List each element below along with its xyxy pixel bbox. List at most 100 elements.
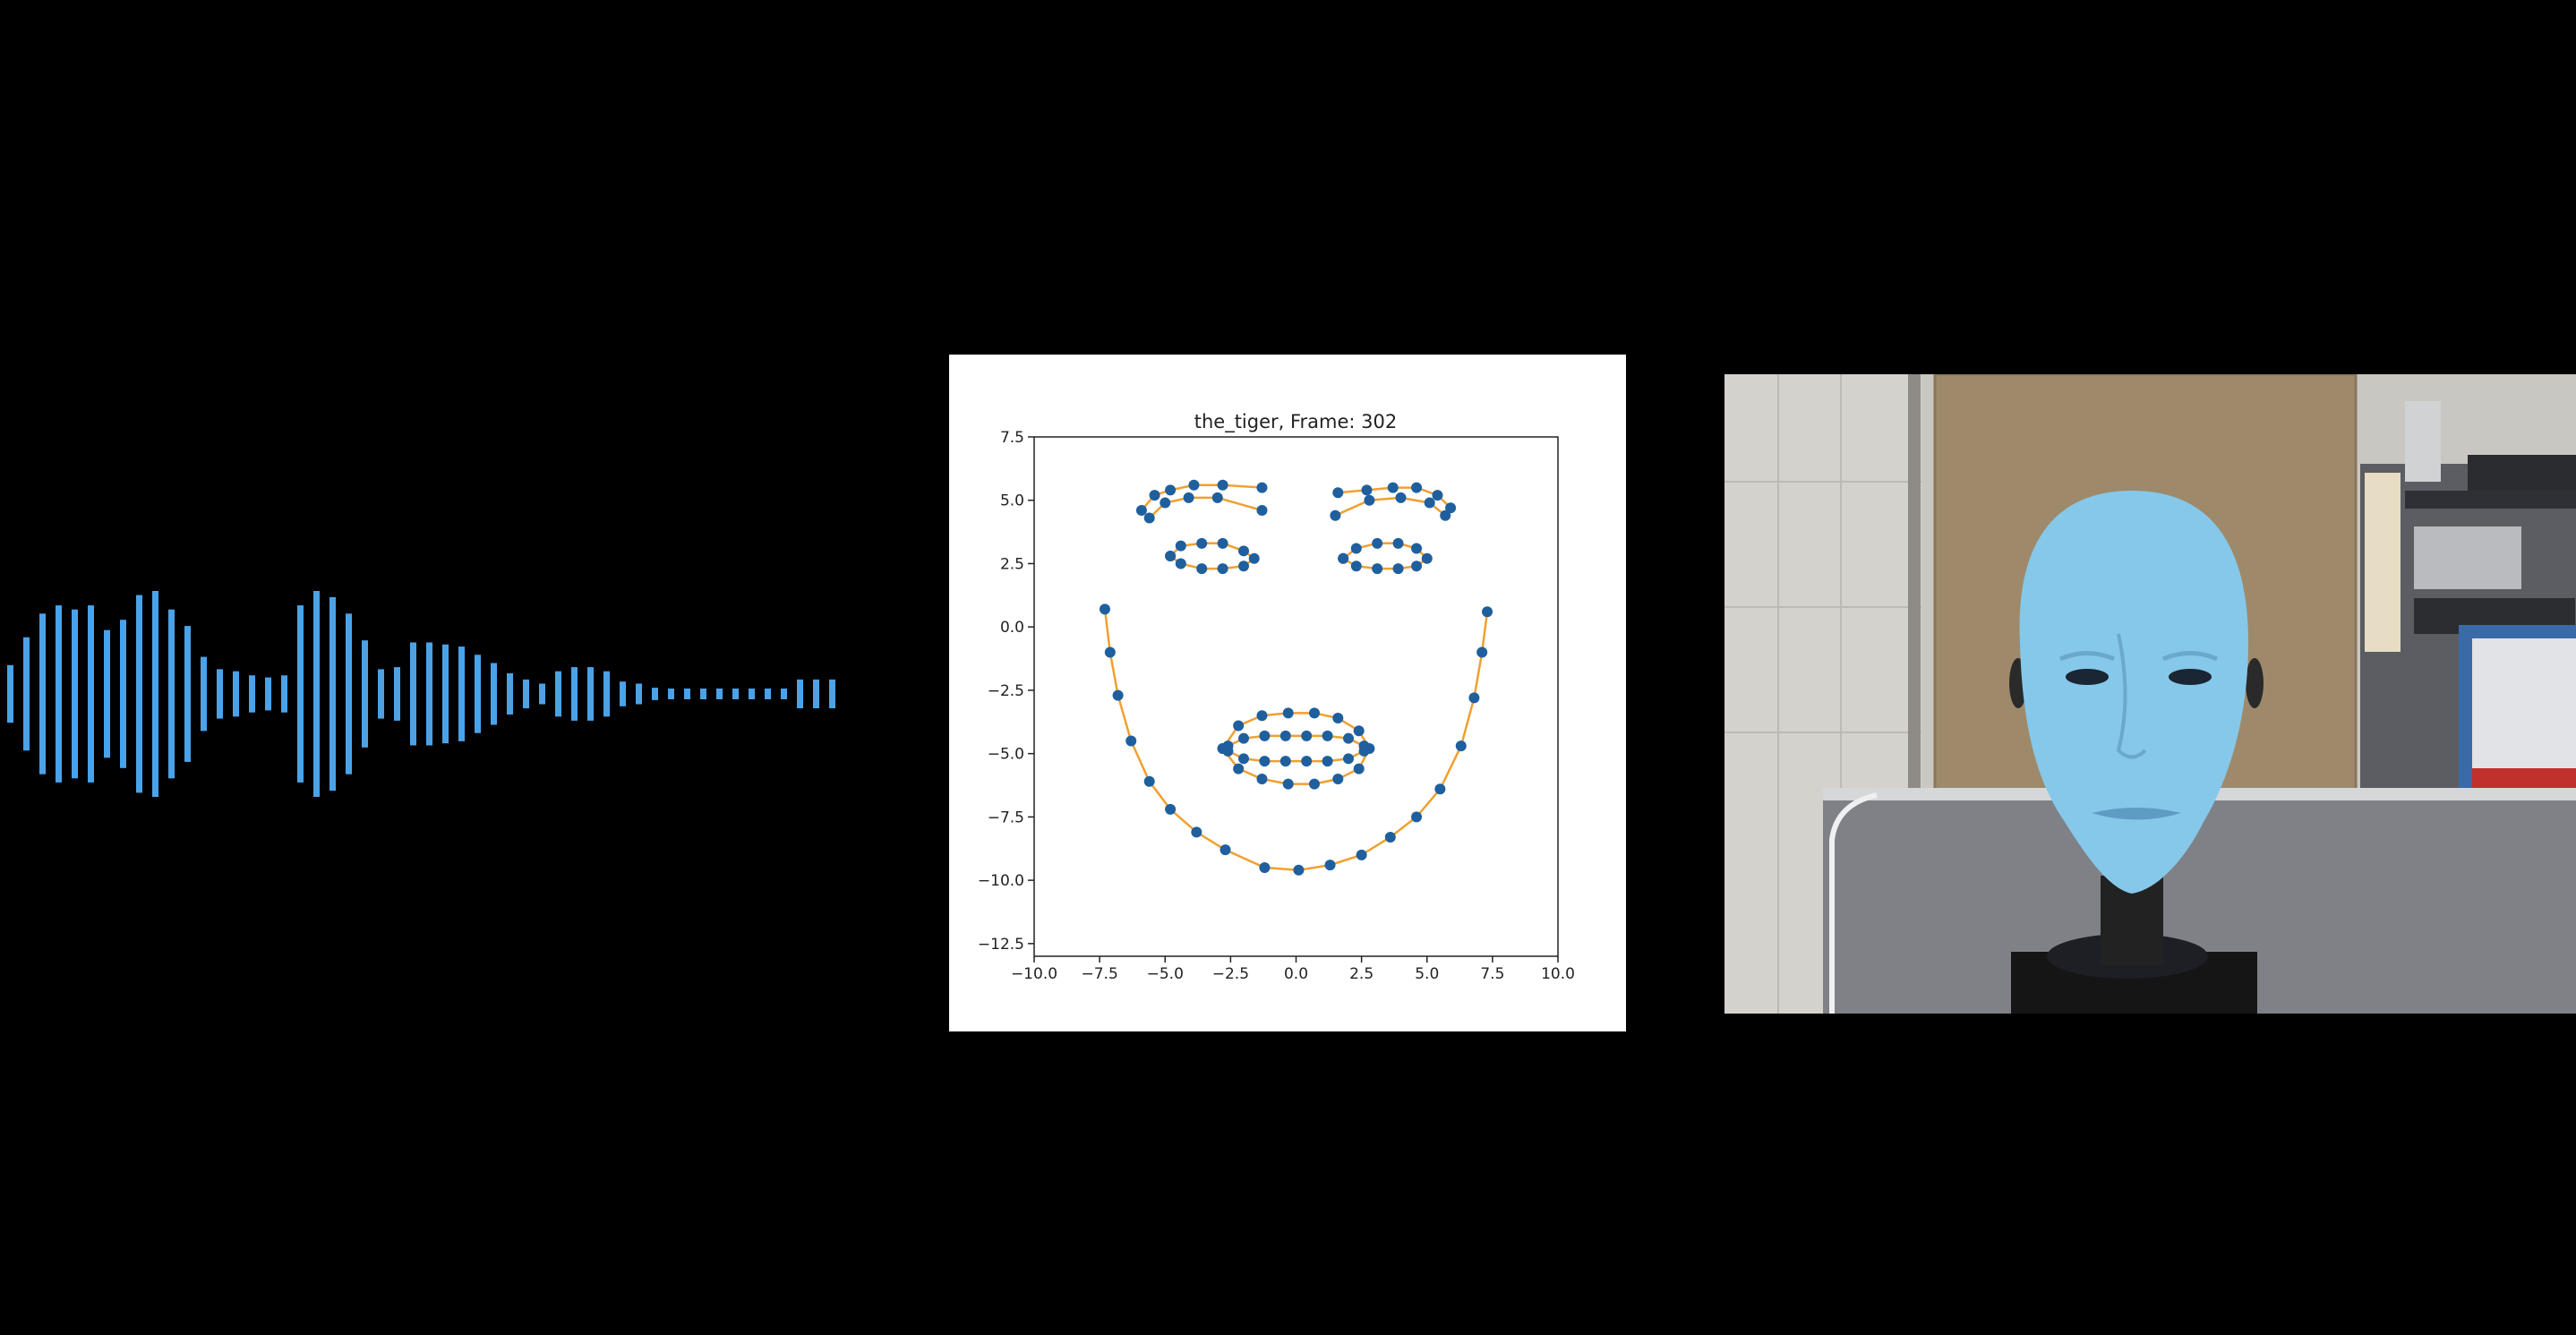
brow-point [1160,497,1171,509]
waveform-bar [781,689,787,699]
y-tick-label: −10.0 [978,872,1024,890]
jaw-point [1125,735,1137,747]
x-tick-label: −5.0 [1147,965,1184,983]
lips-point [1308,778,1320,790]
waveform-bar [491,663,497,725]
eye-point [1392,537,1404,549]
lips-point [1259,730,1271,741]
waveform-bar [587,667,594,721]
plot-frame [1033,436,1559,957]
waveform-bar [732,689,739,699]
waveform-bar [475,655,481,733]
waveform-bar [652,688,658,700]
lips-point [1256,773,1268,784]
waveform-bar [603,671,610,717]
brow-point [1165,484,1177,496]
lips-point [1222,745,1234,757]
x-tick-label: −10.0 [1011,965,1057,983]
jaw-point [1476,646,1488,658]
eye-point [1196,563,1208,575]
jaw-point [1112,689,1124,701]
brow-point [1211,492,1223,503]
waveform-bar [233,671,239,717]
waveform-bar [507,673,513,715]
waveform-bar [249,675,255,713]
x-tick-label: 2.5 [1349,965,1374,983]
waveform-bar [410,642,416,746]
brow-point [1217,479,1228,491]
brow-point [1188,479,1200,491]
y-tick-label: −7.5 [988,809,1024,826]
waveform-bar [362,640,368,748]
waveform-bar [555,671,561,717]
waveform-bar [426,642,432,746]
jaw-point [1324,860,1336,871]
brow-point [1143,512,1155,524]
waveform-bar [120,620,126,768]
brow-point [1395,492,1407,503]
y-tick-label: −12.5 [978,936,1024,954]
waveform-bar [23,637,30,751]
eye-point [1238,545,1249,557]
waveform-bar [297,605,304,783]
waveform-bar [749,689,755,699]
jaw-point [1434,783,1446,795]
waveform-bar [636,683,642,705]
eye-point [1217,537,1228,549]
waveform-bar [394,667,400,721]
lips-point [1282,707,1294,719]
waveform-bar [716,689,723,699]
brow-point [1387,482,1399,493]
jaw-point [1104,646,1116,658]
landmark-plot-panel: the_tiger, Frame: 302 −10.0 −7.5 −5.0 −2.5 0… [949,355,1626,1031]
brow-point [1256,505,1268,517]
eye-point [1350,561,1362,572]
lips-point [1279,756,1291,767]
jaw-point [1482,606,1493,618]
waveform-bar [136,595,142,793]
eye-point [1196,537,1208,549]
brow-point [1364,494,1375,506]
jaw-point [1468,692,1480,704]
jaw-point [1455,740,1467,752]
left-eye [2066,669,2109,685]
brow-point [1332,487,1344,499]
jaw-point [1220,844,1231,856]
waveform-bar [346,613,352,774]
waveform-bar [56,605,62,783]
brow-point [1424,497,1435,509]
lips-point [1353,725,1365,737]
lips-point [1238,753,1249,765]
waveform-bar [88,605,94,783]
waveform-bar [104,629,110,758]
waveform-bar [7,664,13,723]
eye-point [1248,552,1260,564]
lips-point [1343,753,1354,765]
eye-point [1411,561,1423,572]
eye-point [1165,550,1177,561]
eye-point [1175,558,1186,569]
brow-point [1330,509,1341,521]
waveform-bar [620,681,626,706]
eye-point [1238,561,1249,572]
brow-point [1411,482,1423,493]
lips-point [1322,756,1333,767]
lips-point [1301,756,1313,767]
waveform-bar [797,679,803,709]
brow-point [1361,484,1373,496]
audio-waveform [7,591,835,797]
y-tick-label: −5.0 [988,746,1024,764]
jaw-point [1293,864,1305,876]
waveform-bar [72,609,78,779]
eye-point [1217,563,1228,575]
lips-point [1233,763,1245,774]
jaw-point [1259,861,1271,873]
waveform-bar [313,591,320,797]
eye-point [1175,540,1186,552]
brow-point [1256,482,1268,493]
lips-point [1259,756,1271,767]
waveform-bar [378,669,384,719]
brow-point [1183,492,1194,503]
eye-point [1392,563,1404,575]
waveform-bar [168,609,175,779]
